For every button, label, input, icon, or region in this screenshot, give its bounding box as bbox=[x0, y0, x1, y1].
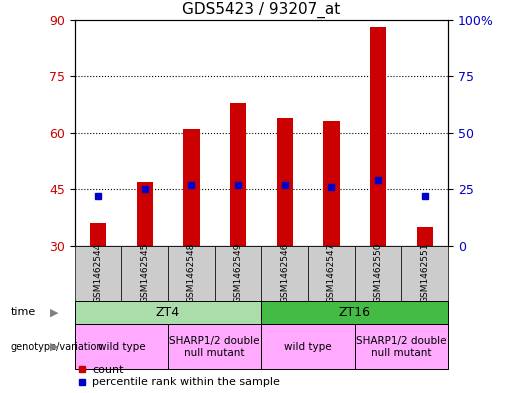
Text: GSM1462547: GSM1462547 bbox=[327, 243, 336, 303]
Bar bbox=[90, 223, 106, 246]
Bar bbox=[417, 227, 433, 246]
Text: ▶: ▶ bbox=[50, 342, 58, 352]
Bar bbox=[277, 118, 293, 246]
Bar bbox=[261, 324, 355, 369]
Text: SHARP1/2 double
null mutant: SHARP1/2 double null mutant bbox=[356, 336, 447, 358]
Bar bbox=[75, 324, 168, 369]
Text: GSM1462550: GSM1462550 bbox=[373, 243, 383, 303]
Bar bbox=[75, 246, 122, 301]
Bar bbox=[75, 301, 261, 324]
Text: genotype/variation: genotype/variation bbox=[10, 342, 103, 352]
Bar bbox=[183, 129, 199, 246]
Bar bbox=[168, 324, 261, 369]
Bar bbox=[401, 246, 448, 301]
Text: GSM1462546: GSM1462546 bbox=[280, 243, 289, 303]
Bar bbox=[136, 182, 153, 246]
Bar bbox=[261, 301, 448, 324]
Text: GSM1462544: GSM1462544 bbox=[94, 243, 102, 303]
Text: GSM1462545: GSM1462545 bbox=[140, 243, 149, 303]
Bar bbox=[122, 246, 168, 301]
Text: GSM1462548: GSM1462548 bbox=[187, 243, 196, 303]
Text: wild type: wild type bbox=[97, 342, 145, 352]
Text: ZT16: ZT16 bbox=[339, 306, 371, 319]
Text: GSM1462551: GSM1462551 bbox=[420, 243, 429, 303]
Text: GSM1462549: GSM1462549 bbox=[233, 243, 243, 303]
Bar bbox=[215, 246, 261, 301]
Bar bbox=[370, 27, 386, 246]
Bar bbox=[230, 103, 246, 246]
Bar bbox=[323, 121, 339, 246]
Text: time: time bbox=[10, 307, 36, 318]
Text: ZT4: ZT4 bbox=[156, 306, 180, 319]
Legend: count, percentile rank within the sample: count, percentile rank within the sample bbox=[78, 365, 280, 387]
Bar bbox=[168, 246, 215, 301]
Bar bbox=[261, 246, 308, 301]
Title: GDS5423 / 93207_at: GDS5423 / 93207_at bbox=[182, 2, 340, 18]
Bar bbox=[308, 246, 355, 301]
Bar bbox=[355, 246, 401, 301]
Text: SHARP1/2 double
null mutant: SHARP1/2 double null mutant bbox=[169, 336, 260, 358]
Text: ▶: ▶ bbox=[50, 307, 58, 318]
Text: wild type: wild type bbox=[284, 342, 332, 352]
Bar bbox=[355, 324, 448, 369]
